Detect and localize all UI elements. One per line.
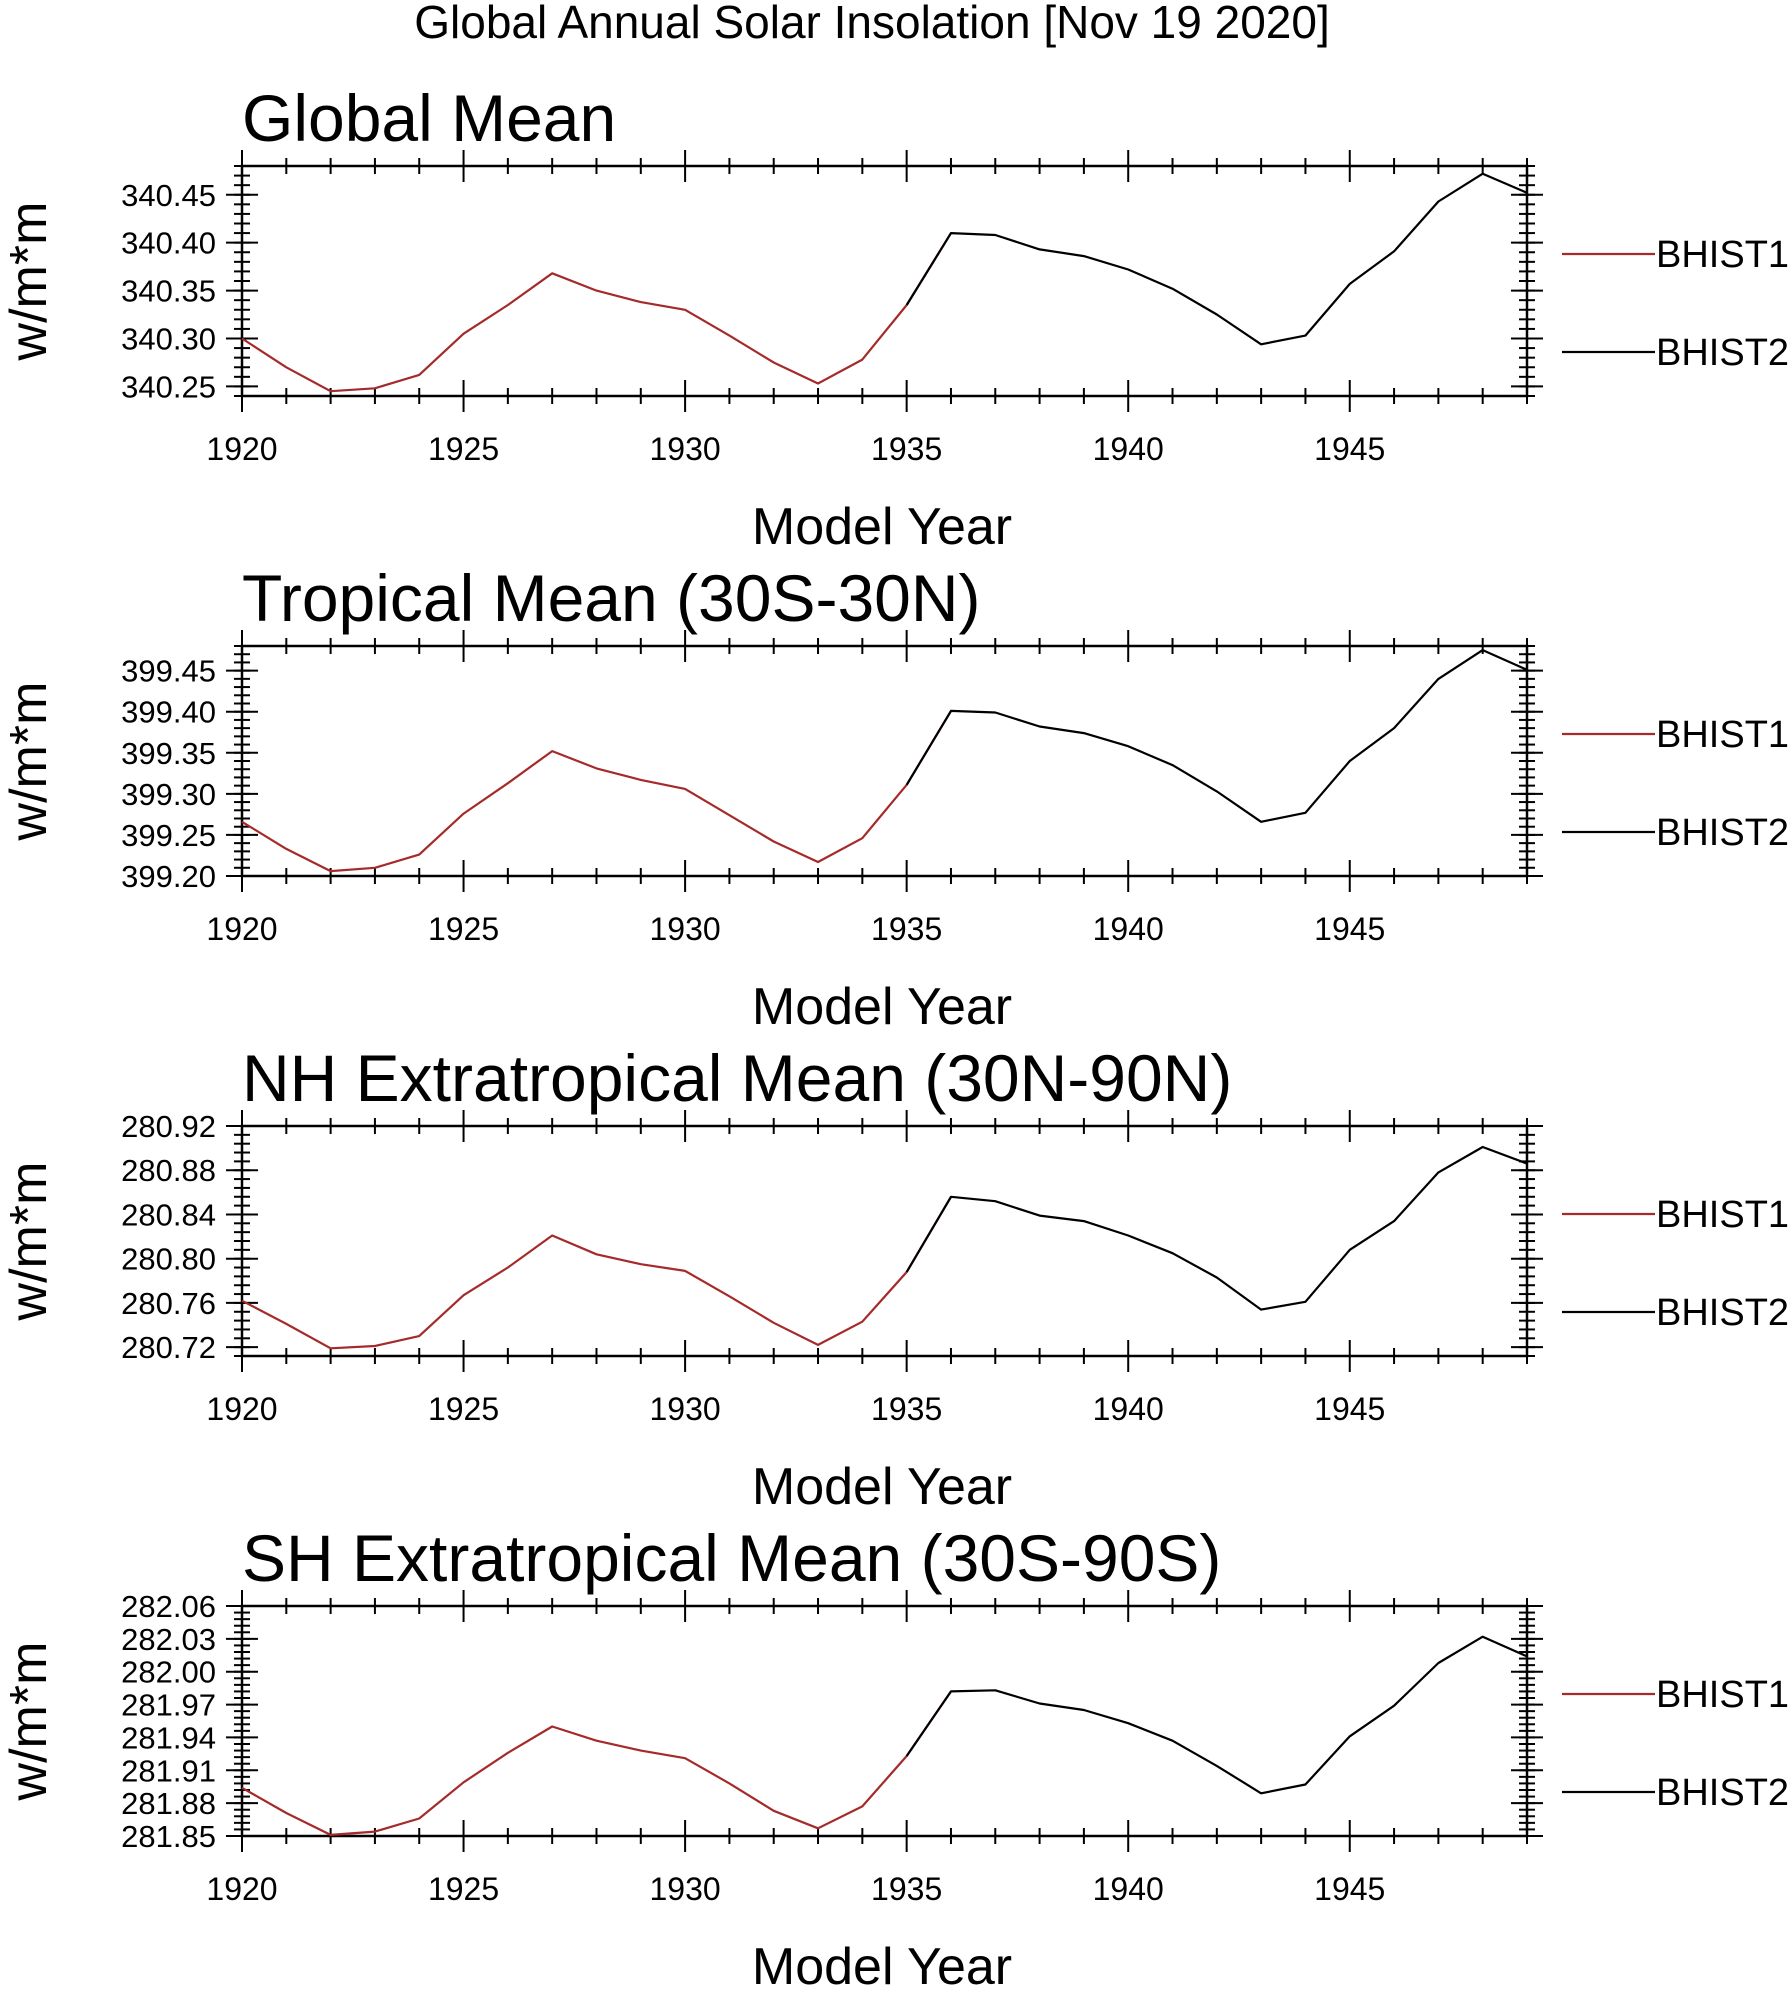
- y-axis-label: w/m*m: [0, 682, 58, 842]
- y-tick-label: 399.35: [121, 736, 216, 771]
- chart-panels: Global Mean 1920 1925 1930 1935 1940 1945 340.2…: [0, 81, 1789, 1996]
- y-tick-label: 340.40: [121, 226, 216, 261]
- x-tick-label: 1930: [650, 1871, 721, 1907]
- y-tick-label: 399.40: [121, 695, 216, 730]
- y-axis-label: w/m*m: [0, 1642, 58, 1802]
- y-tick-label: 340.45: [121, 178, 216, 213]
- y-tick-label: 281.91: [121, 1753, 216, 1788]
- chart-panel-3: NH Extratropical Mean (30N-90N) 1920 1925 1…: [0, 1041, 1789, 1516]
- x-tick-label: 1930: [650, 911, 721, 947]
- y-tick-label: 280.72: [121, 1330, 216, 1365]
- x-tick-label: 1945: [1314, 431, 1385, 467]
- chart-panel-1: Global Mean 1920 1925 1930 1935 1940 1945 340.2…: [0, 81, 1789, 556]
- chart-panel-2: Tropical Mean (30S-30N) 1920 1925 1930 1935 1…: [0, 561, 1789, 1036]
- y-axis-label: w/m*m: [0, 202, 58, 362]
- legend-label: BHIST2: [1656, 812, 1789, 854]
- panel-title: Tropical Mean (30S-30N): [242, 561, 981, 635]
- x-tick-label: 1935: [871, 1391, 942, 1427]
- x-tick-label: 1940: [1093, 1871, 1164, 1907]
- legend-label: BHIST2: [1656, 1292, 1789, 1334]
- y-tick-label: 282.06: [121, 1589, 216, 1624]
- y-tick-label: 399.25: [121, 818, 216, 853]
- figure-title: Global Annual Solar Insolation [Nov 19 2…: [414, 0, 1330, 48]
- x-tick-label: 1945: [1314, 911, 1385, 947]
- y-axis-label: w/m*m: [0, 1162, 58, 1322]
- legend-label: BHIST1: [1656, 234, 1789, 276]
- x-tick-label: 1920: [206, 1391, 277, 1427]
- legend-label: BHIST1: [1656, 1194, 1789, 1236]
- legend-label: BHIST1: [1656, 1674, 1789, 1716]
- plot-frame: [240, 1604, 1529, 1838]
- x-tick-label: 1920: [206, 431, 277, 467]
- series-line-bhist2: [905, 1145, 1528, 1311]
- y-tick-label: 399.30: [121, 777, 216, 812]
- x-tick-label: 1940: [1093, 911, 1164, 947]
- x-tick-label: 1925: [428, 911, 499, 947]
- y-tick-label: 281.94: [121, 1720, 216, 1755]
- x-axis-label: Model Year: [752, 978, 1012, 1036]
- y-tick-label: 282.00: [121, 1655, 216, 1690]
- chart-panel-4: SH Extratropical Mean (30S-90S) 1920 1925 1…: [0, 1521, 1789, 1996]
- legend-label: BHIST2: [1656, 1772, 1789, 1814]
- x-tick-label: 1935: [871, 911, 942, 947]
- series-line-bhist1: [241, 1196, 952, 1350]
- y-tick-label: 280.88: [121, 1153, 216, 1188]
- panel-title: SH Extratropical Mean (30S-90S): [242, 1521, 1221, 1595]
- x-tick-label: 1940: [1093, 431, 1164, 467]
- y-tick-label: 280.84: [121, 1197, 216, 1232]
- x-tick-label: 1920: [206, 911, 277, 947]
- series-line-bhist2: [905, 1635, 1528, 1795]
- series-line-bhist1: [241, 232, 952, 393]
- y-tick-label: 340.35: [121, 274, 216, 309]
- x-axis-label: Model Year: [752, 1938, 1012, 1996]
- series-line-bhist2: [905, 648, 1528, 823]
- x-tick-label: 1920: [206, 1871, 277, 1907]
- x-tick-label: 1935: [871, 431, 942, 467]
- panel-title: Global Mean: [242, 81, 616, 155]
- x-tick-label: 1925: [428, 1391, 499, 1427]
- panel-title: NH Extratropical Mean (30N-90N): [242, 1041, 1232, 1115]
- series-line-bhist2: [905, 172, 1528, 346]
- x-tick-label: 1925: [428, 431, 499, 467]
- y-tick-label: 280.76: [121, 1286, 216, 1321]
- x-tick-label: 1930: [650, 431, 721, 467]
- y-tick-label: 280.92: [121, 1109, 216, 1144]
- x-tick-label: 1940: [1093, 1391, 1164, 1427]
- y-tick-label: 281.88: [121, 1786, 216, 1821]
- y-tick-label: 340.25: [121, 369, 216, 404]
- series-line-bhist1: [241, 710, 952, 873]
- legend-label: BHIST1: [1656, 714, 1789, 756]
- x-axis-label: Model Year: [752, 1458, 1012, 1516]
- x-tick-label: 1935: [871, 1871, 942, 1907]
- series-line-bhist1: [241, 1690, 952, 1837]
- x-tick-label: 1945: [1314, 1871, 1385, 1907]
- y-tick-label: 281.97: [121, 1688, 216, 1723]
- y-tick-label: 399.20: [121, 859, 216, 894]
- y-tick-label: 399.45: [121, 654, 216, 689]
- x-tick-label: 1945: [1314, 1391, 1385, 1427]
- x-axis-label: Model Year: [752, 498, 1012, 556]
- y-tick-label: 282.03: [121, 1622, 216, 1657]
- x-tick-label: 1930: [650, 1391, 721, 1427]
- x-tick-label: 1925: [428, 1871, 499, 1907]
- y-tick-label: 280.80: [121, 1242, 216, 1277]
- y-tick-label: 281.85: [121, 1819, 216, 1854]
- y-tick-label: 340.30: [121, 322, 216, 357]
- legend-label: BHIST2: [1656, 332, 1789, 374]
